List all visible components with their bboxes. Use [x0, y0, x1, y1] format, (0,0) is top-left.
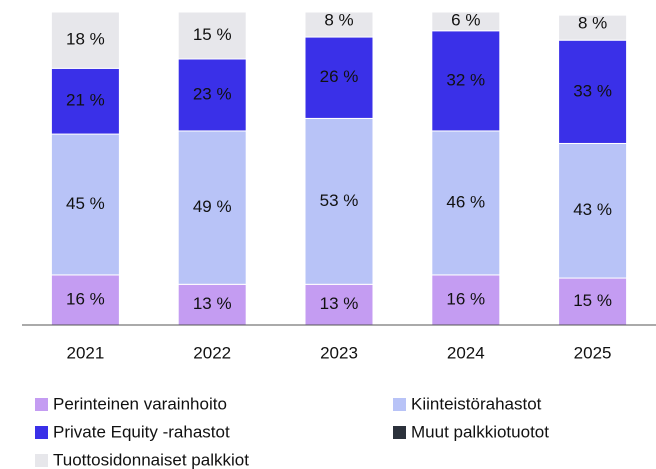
bar-segment — [304, 36, 374, 119]
legend-label: Private Equity -rahastot — [53, 422, 230, 441]
data-label: 45 % — [66, 194, 105, 213]
legend-label: Kiinteistörahastot — [411, 394, 542, 413]
x-tick-label: 2022 — [193, 343, 231, 362]
x-tick-label: 2025 — [574, 343, 612, 362]
data-label: 8 % — [324, 10, 353, 29]
data-label: 53 % — [320, 191, 359, 210]
legend-label: Tuottosidonnaiset palkkiot — [53, 450, 249, 469]
data-label: 13 % — [320, 294, 359, 313]
data-label: 49 % — [193, 197, 232, 216]
bar-segment — [558, 277, 628, 326]
data-label: 13 % — [193, 294, 232, 313]
x-tick-label: 2024 — [447, 343, 485, 362]
legend-label: Perinteinen varainhoito — [53, 394, 227, 413]
bar-segment — [558, 142, 628, 279]
legend-swatch — [35, 426, 48, 439]
data-label: 46 % — [446, 192, 485, 211]
data-label: 6 % — [451, 10, 480, 29]
bar-segment — [50, 11, 120, 69]
data-label: 16 % — [446, 289, 485, 308]
bar-segment — [431, 11, 501, 32]
bar-segment — [431, 30, 501, 132]
data-label: 15 % — [573, 291, 612, 310]
data-label: 21 % — [66, 91, 105, 110]
data-label: 32 % — [446, 70, 485, 89]
bar-segment — [304, 11, 374, 38]
data-label: 23 % — [193, 84, 232, 103]
bar-segment — [558, 14, 628, 41]
data-label: 15 % — [193, 25, 232, 44]
legend-swatch — [393, 426, 406, 439]
x-tick-label: 2023 — [320, 343, 358, 362]
bar-segment — [50, 274, 120, 326]
data-label: 33 % — [573, 81, 612, 100]
bar-segment — [304, 117, 374, 285]
data-label: 16 % — [66, 289, 105, 308]
bar-segment — [177, 130, 247, 285]
legend-swatch — [35, 454, 48, 467]
data-label: 18 % — [66, 30, 105, 49]
legend-swatch — [35, 398, 48, 411]
bar-segment — [177, 58, 247, 132]
bar-segment — [177, 11, 247, 60]
data-label: 8 % — [578, 14, 607, 33]
bar-segment — [50, 133, 120, 276]
data-label: 26 % — [320, 67, 359, 86]
bar-segment — [558, 39, 628, 144]
x-tick-label: 2021 — [66, 343, 104, 362]
legend-swatch — [393, 398, 406, 411]
data-label: 43 % — [573, 200, 612, 219]
legend-label: Muut palkkiotuotot — [411, 422, 549, 441]
